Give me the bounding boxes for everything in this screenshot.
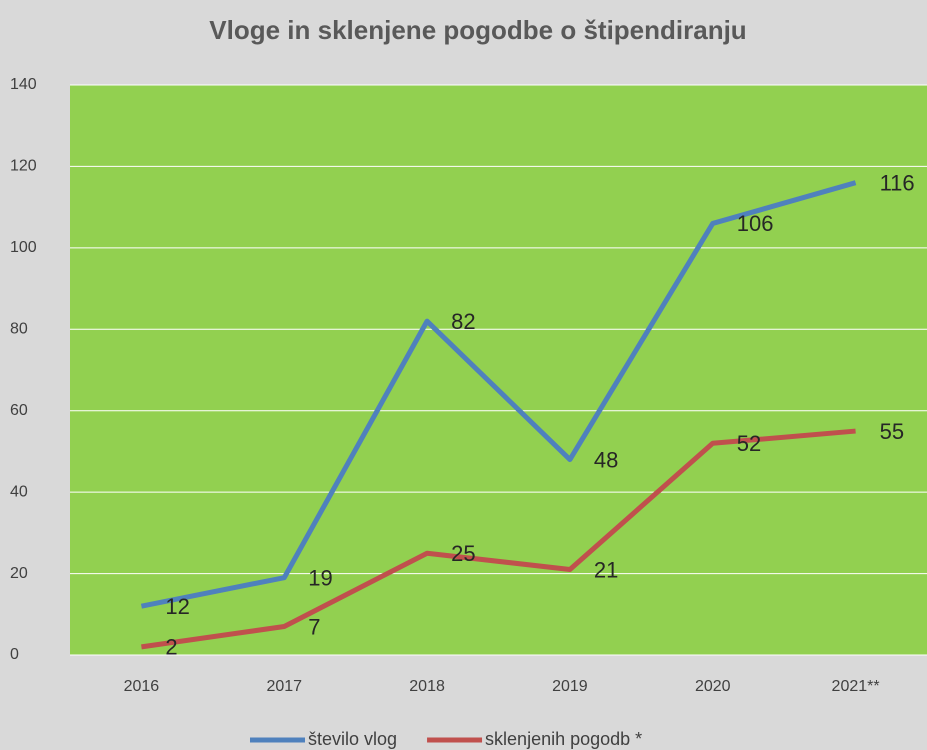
data-label: 2	[165, 635, 177, 660]
series-line	[141, 428, 856, 650]
y-tick-label: 140	[10, 76, 37, 93]
data-label: 12	[165, 594, 189, 619]
x-tick-label: 2016	[124, 678, 160, 695]
data-label: 52	[737, 431, 761, 456]
data-label: 48	[594, 447, 618, 472]
data-label: 19	[308, 565, 332, 590]
y-tick-label: 100	[10, 239, 37, 256]
data-label: 25	[451, 541, 475, 566]
chart-title: Vloge in sklenjene pogodbe o štipendiran…	[209, 15, 746, 45]
data-label: 55	[880, 419, 904, 444]
y-tick-label: 20	[10, 565, 28, 582]
data-label: 116	[880, 171, 915, 196]
legend-label: število vlog	[308, 729, 397, 749]
x-tick-label: 2019	[552, 678, 588, 695]
y-tick-label: 120	[10, 158, 37, 175]
legend-label: sklenjenih pogodb *	[485, 729, 642, 749]
y-tick-label: 40	[10, 483, 28, 500]
y-tick-label: 60	[10, 402, 28, 419]
x-tick-label: 2018	[409, 678, 445, 695]
plot-area	[70, 85, 927, 655]
x-tick-label: 2021**	[832, 678, 880, 695]
series-line	[140, 180, 857, 609]
data-label: 7	[308, 614, 320, 639]
x-tick-label: 2020	[695, 678, 731, 695]
y-tick-label: 0	[10, 646, 19, 663]
data-label: 21	[594, 557, 618, 582]
y-tick-label: 80	[10, 321, 28, 338]
data-label: 82	[451, 309, 475, 334]
data-label: 106	[737, 211, 774, 236]
x-tick-label: 2017	[266, 678, 302, 695]
